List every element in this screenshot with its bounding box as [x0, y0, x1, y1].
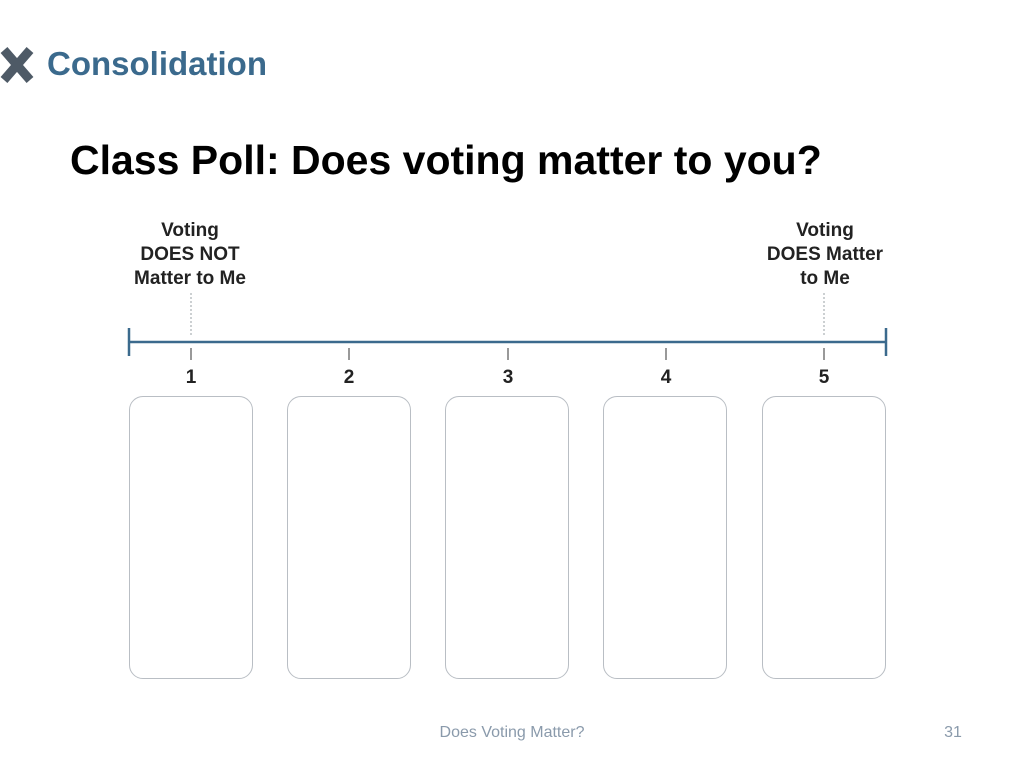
response-box-1 [129, 396, 253, 679]
response-box-2 [287, 396, 411, 679]
tick-label-3: 3 [502, 367, 514, 388]
scale-right-label-line: Voting [796, 220, 854, 241]
scale-right-label-line: DOES Matter [766, 244, 884, 265]
section-title: Consolidation [47, 45, 267, 82]
response-box-3 [445, 396, 569, 679]
tick-label-1: 1 [185, 367, 197, 388]
scale-left-label-line: Matter to Me [134, 268, 246, 289]
scale-right-label-line: to Me [800, 268, 850, 289]
scale-left-label: Voting DOES NOT Matter to Me [100, 219, 280, 291]
response-box-5 [762, 396, 886, 679]
response-box-4 [603, 396, 727, 679]
slide-title: Class Poll: Does voting matter to you? [70, 137, 822, 183]
tick-label-4: 4 [660, 367, 672, 388]
scale-left-label-line: DOES NOT [140, 244, 240, 265]
x-mark-icon [0, 47, 34, 83]
footer-title: Does Voting Matter? [439, 724, 585, 741]
tick-label-2: 2 [343, 367, 355, 388]
tick-label-5: 5 [818, 367, 830, 388]
page-number: 31 [944, 724, 962, 741]
scale-left-label-line: Voting [161, 220, 219, 241]
scale-right-label: Voting DOES Matter to Me [730, 219, 920, 291]
